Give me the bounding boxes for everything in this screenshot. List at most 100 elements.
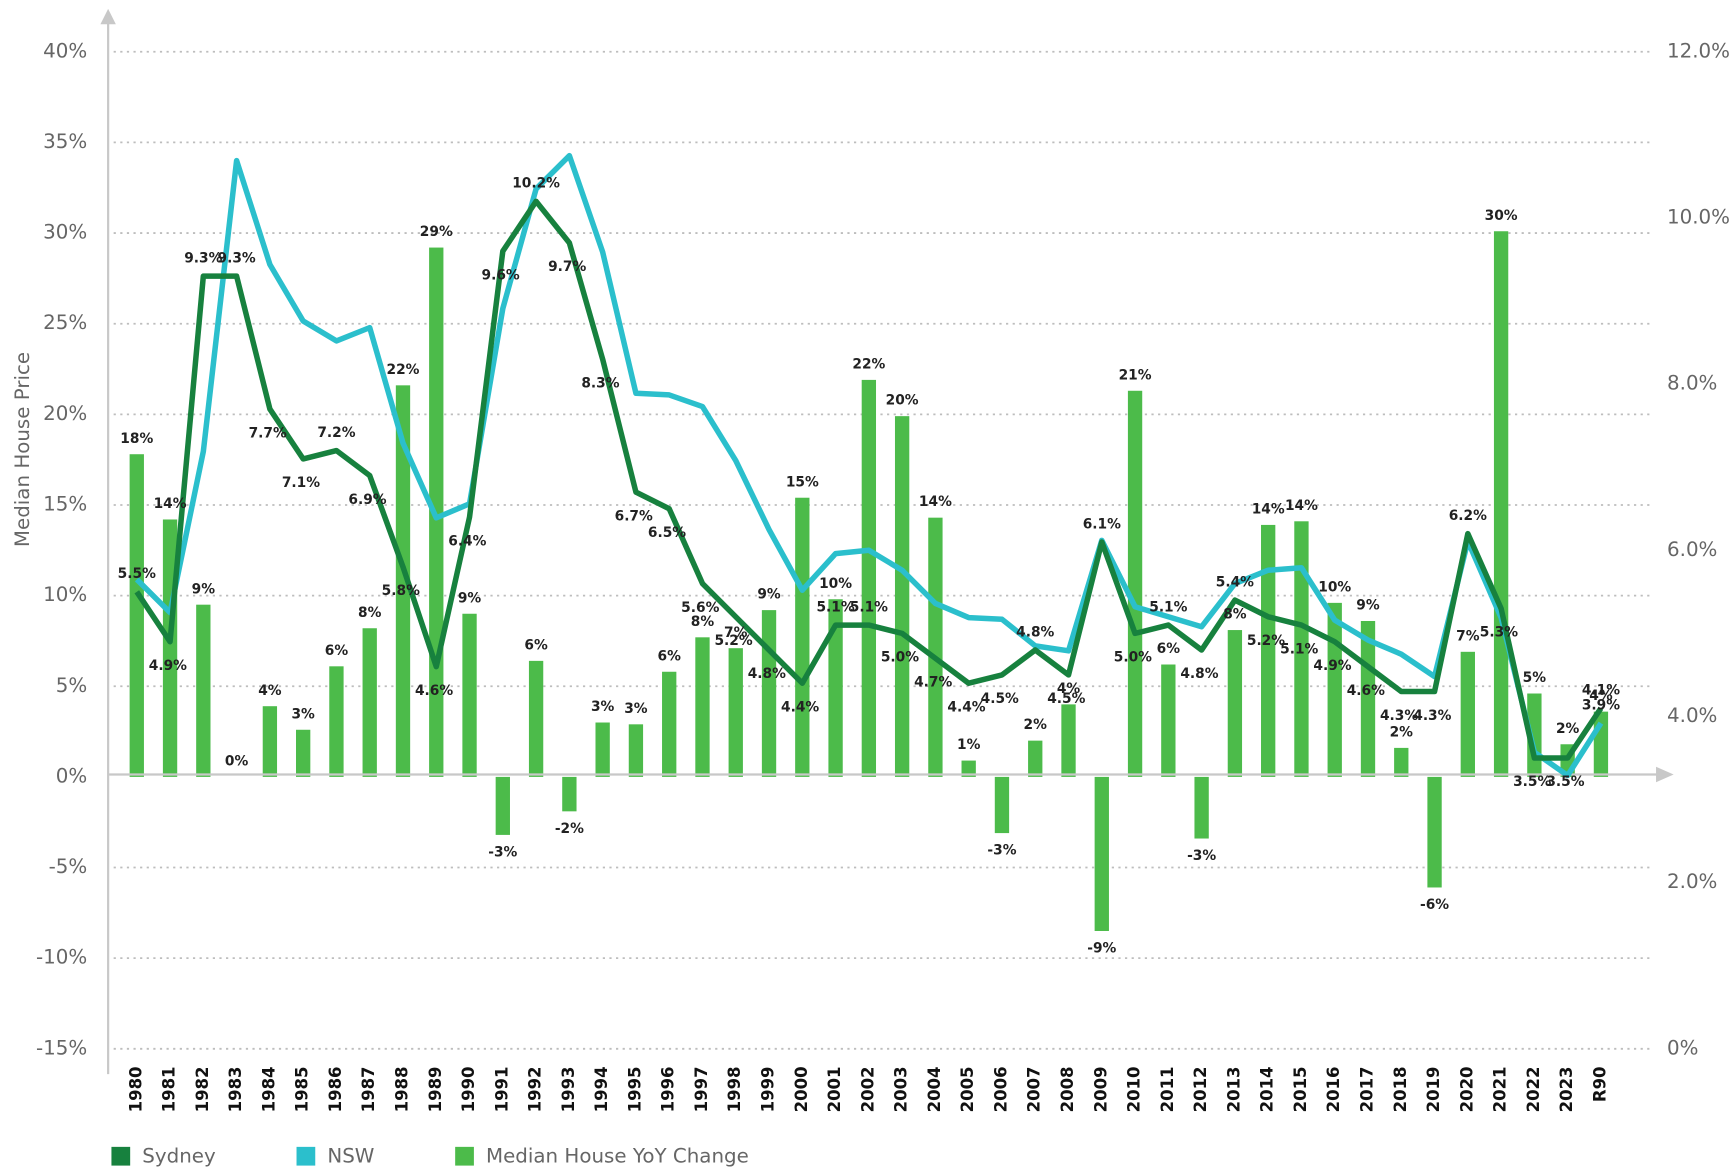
bar [761,610,777,777]
x-tick-label: 2000 [792,1066,811,1112]
x-tick-label: 2015 [1291,1066,1310,1112]
bar [994,776,1010,834]
line-data-label: 5.0% [1114,650,1152,666]
line-data-label: 4.8% [1016,624,1054,640]
line-data-label: 4.9% [149,658,187,674]
line-data-label: 5.1% [850,599,888,615]
line-data-label: 4.5% [1047,691,1085,707]
lines [134,152,1604,779]
labels: 40% 35% 30% 25% 20% 15% 10% 5% 0% -5% -10% -15% 12.0… [36,39,1730,1112]
bar [1061,704,1076,777]
bar-data-label: 18% [120,431,153,447]
bar-data-label: 6% [325,643,349,659]
line-data-label: 4.6% [415,683,453,699]
bar [1127,390,1143,777]
x-tick-label: 2020 [1457,1066,1476,1112]
line-data-label: 4.3% [1413,708,1451,724]
line-data-label: 5.8% [382,583,420,599]
line-data-label: 4.4% [781,699,819,715]
bar [628,724,644,777]
bar-data-label: 30% [1485,208,1518,224]
bar [129,454,144,777]
line-data-label: 4.5% [981,691,1019,707]
bar-data-label: 3% [291,706,315,722]
line-data-label: 9.3% [218,250,256,266]
bar [395,385,411,777]
x-tick-label: 2023 [1557,1066,1576,1112]
bar-data-label: 21% [1119,367,1152,383]
bar-data-label: 22% [852,356,885,372]
x-tick-label: 1988 [392,1066,411,1112]
line-data-label: 6.4% [448,533,486,549]
y-tick-label: 20% [43,402,87,425]
x-tick-label: R90 [1590,1066,1609,1102]
axes [100,8,1674,1075]
x-tick-label: 2013 [1224,1066,1243,1112]
bar-data-label: 2% [1556,721,1580,737]
x-tick-label: 1986 [326,1066,345,1112]
line-data-label: 7.2% [317,425,355,441]
bars [129,231,1609,931]
bar-data-label: 9% [757,587,781,603]
y-tick-label: 30% [43,221,87,244]
y-tick-label: 10% [43,583,87,606]
bar-data-label: 6% [1157,641,1181,657]
bar-data-label: -3% [488,845,517,861]
x-tick-label: 1997 [692,1066,711,1112]
bar-data-label: 3% [624,701,648,717]
bar [1227,630,1243,777]
y-tick-label: -5% [49,855,88,878]
bar [1294,521,1309,777]
bar [595,722,610,777]
x-tick-label: 2001 [825,1066,844,1112]
bar [1394,747,1409,777]
line-data-label: 10.2% [512,176,560,192]
line-data-label: 3.9% [1582,697,1620,713]
x-tick-label: 1994 [592,1066,611,1112]
line-data-label: 4.4% [947,699,985,715]
bar [1028,740,1043,777]
x-tick-label: 1999 [759,1066,778,1112]
bar-data-label: 2% [1024,717,1048,733]
bar-data-label: 6% [658,648,682,664]
bar-data-label: -9% [1087,941,1116,957]
bar [695,637,710,777]
x-tick-label: 1998 [725,1066,744,1112]
x-tick-label: 1984 [259,1066,278,1112]
bar-data-label: -6% [1420,897,1449,913]
bar [196,604,211,777]
bar [961,760,976,777]
legend: Sydney NSW Median House YoY Change [111,1144,749,1167]
line-1 [134,152,1604,779]
bar-data-label: 2% [1390,724,1414,740]
y2-tick-label: 10.0% [1667,205,1730,228]
y-axis-title: Median House Price [11,352,34,547]
line-data-label: 6.1% [1083,516,1121,532]
y-tick-label: -10% [36,946,87,969]
x-tick-label: 2022 [1524,1066,1543,1112]
line-data-label: 4.1% [1582,683,1620,699]
y-tick-label: 0% [56,764,87,787]
bar-data-label: 9% [1356,598,1380,614]
line-data-label: 6.9% [348,492,386,508]
x-tick-label: 1992 [526,1066,545,1112]
x-tick-label: 2010 [1125,1066,1144,1112]
bar [1593,711,1609,777]
x-tick-label: 1983 [226,1066,245,1112]
bar-data-label: 9% [458,590,482,606]
bar-data-label: 10% [819,576,852,592]
bar [362,628,377,777]
line-data-label: 9.7% [548,259,586,275]
line-data-label: 3.5% [1546,774,1584,790]
bar [1094,776,1109,931]
bar-data-label: 9% [192,581,216,597]
y-tick-label: 40% [43,39,87,62]
x-tick-label: 1995 [625,1066,644,1112]
bar [728,648,743,777]
bar-data-label: 14% [919,494,952,510]
y-tick-label: 5% [56,674,87,697]
y2-tick-label: 8.0% [1667,372,1717,395]
bar [928,517,943,777]
x-tick-label: 2007 [1025,1066,1044,1112]
y2-tick-label: 0% [1667,1036,1698,1059]
